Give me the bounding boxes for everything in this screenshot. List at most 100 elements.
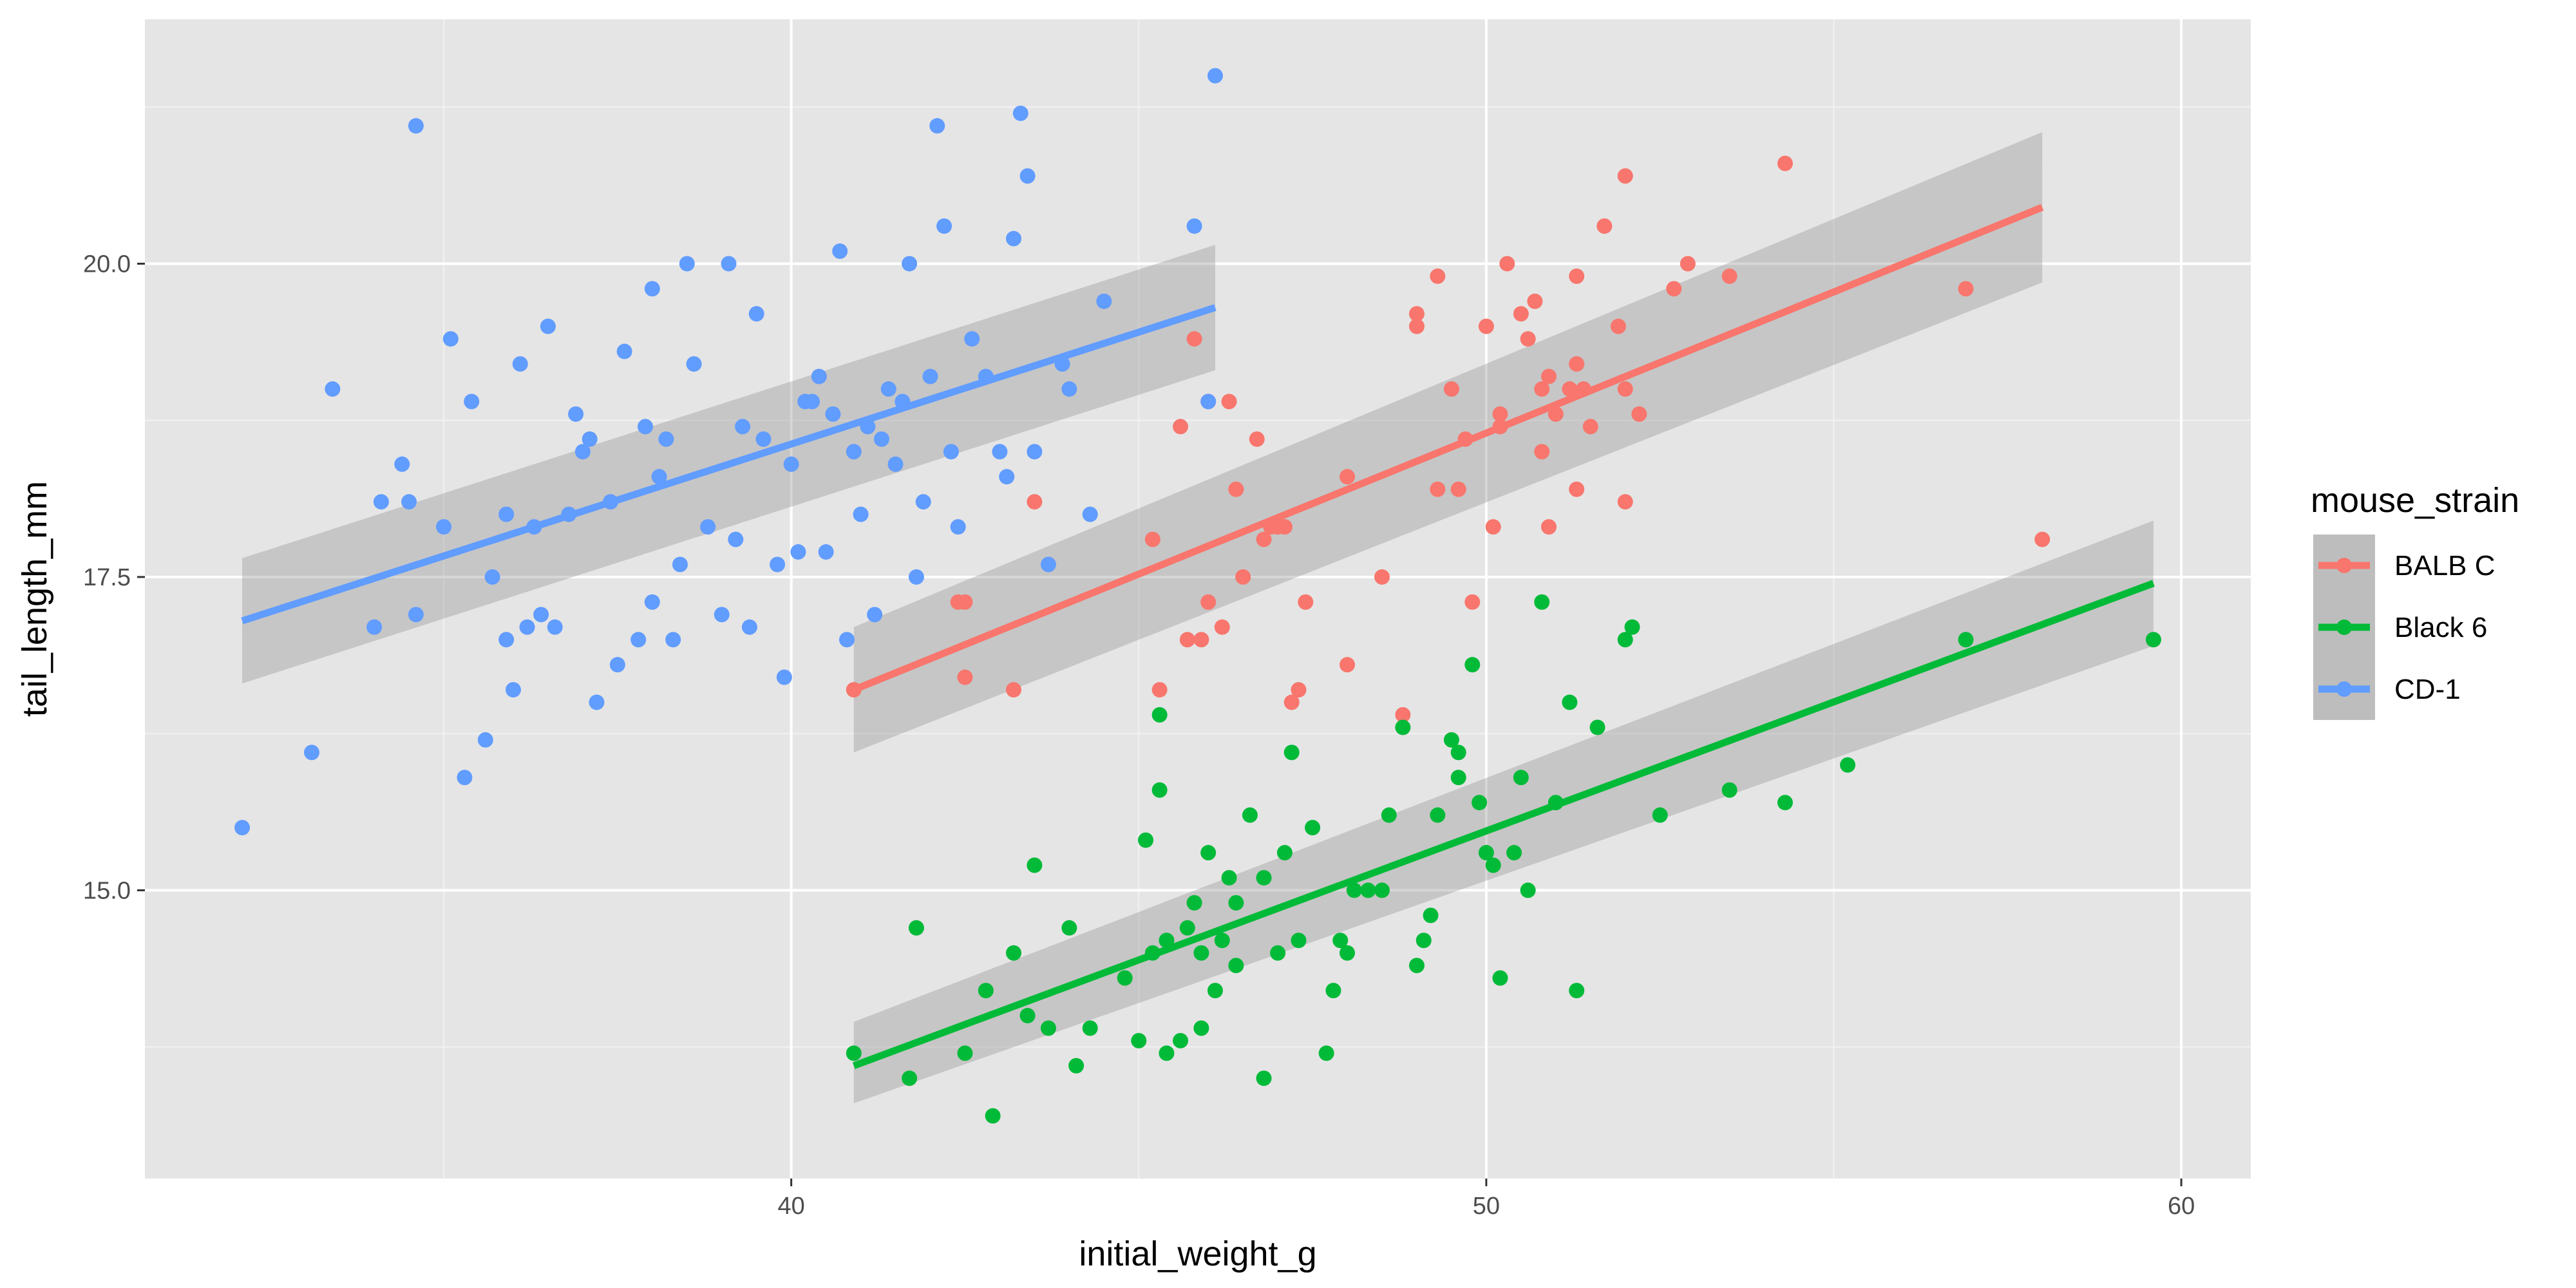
data-point xyxy=(1958,632,1974,648)
legend-label: BALB C xyxy=(2394,550,2496,582)
data-point xyxy=(1006,682,1022,698)
grid-layer xyxy=(145,19,2251,1179)
data-point xyxy=(1068,1057,1084,1074)
data-point xyxy=(644,281,660,297)
data-point xyxy=(464,393,480,410)
y-tick-label: 17.5 xyxy=(83,564,131,591)
data-point xyxy=(867,607,883,623)
data-point xyxy=(408,607,424,623)
data-point xyxy=(839,632,855,648)
data-point xyxy=(1423,907,1439,923)
x-tick-label: 60 xyxy=(2168,1193,2195,1220)
data-point xyxy=(1061,920,1077,936)
data-point xyxy=(484,569,500,585)
data-point xyxy=(1256,531,1272,547)
data-point xyxy=(1027,857,1043,873)
data-point xyxy=(1249,431,1265,447)
data-point xyxy=(498,632,515,648)
data-point xyxy=(658,431,674,447)
data-point xyxy=(436,519,452,535)
panel-background xyxy=(145,19,2251,1179)
data-point xyxy=(1450,770,1466,786)
data-point xyxy=(1617,381,1633,397)
data-point xyxy=(1499,256,1515,272)
data-point xyxy=(568,406,584,422)
data-point xyxy=(880,381,896,397)
data-point xyxy=(1332,933,1349,949)
data-point xyxy=(714,607,730,623)
y-tick-label: 20.0 xyxy=(83,251,131,278)
data-point xyxy=(1395,707,1411,723)
confidence-band xyxy=(853,520,2154,1104)
data-point xyxy=(679,256,695,272)
confidence-band xyxy=(853,132,2043,753)
data-point xyxy=(1027,444,1043,460)
data-point xyxy=(1221,869,1237,886)
data-point xyxy=(1443,381,1459,397)
data-point xyxy=(1318,1045,1334,1061)
data-point xyxy=(589,694,605,710)
data-point xyxy=(1464,657,1481,673)
data-point xyxy=(1138,832,1154,848)
data-point xyxy=(728,531,744,547)
legend-key-point xyxy=(2336,558,2352,573)
data-point xyxy=(1430,268,1446,284)
data-point xyxy=(1151,682,1168,698)
data-point xyxy=(1006,231,1022,247)
data-point xyxy=(1006,945,1022,961)
data-point xyxy=(505,682,521,698)
data-point xyxy=(721,256,737,272)
data-point xyxy=(915,494,931,510)
data-point xyxy=(325,381,341,397)
data-point xyxy=(748,306,764,322)
data-point xyxy=(950,519,966,535)
data-point xyxy=(1179,632,1195,648)
data-point xyxy=(1617,632,1633,648)
data-point xyxy=(1395,719,1411,735)
data-point xyxy=(1193,632,1209,648)
legend: mouse_strain BALB C Black 6 CD-1 xyxy=(2311,481,2519,720)
data-point xyxy=(1562,381,1578,397)
data-point xyxy=(401,494,417,510)
data-point xyxy=(1569,983,1585,999)
data-point xyxy=(1200,594,1217,610)
data-point xyxy=(672,556,688,573)
data-point xyxy=(1283,694,1300,710)
data-point xyxy=(1485,857,1501,873)
data-point xyxy=(644,594,660,610)
data-point xyxy=(846,1045,862,1061)
legend-title: mouse_strain xyxy=(2311,481,2519,520)
data-point xyxy=(1617,494,1633,510)
data-point xyxy=(853,506,869,522)
data-point xyxy=(790,544,806,560)
data-point xyxy=(1270,945,1286,961)
data-point xyxy=(1096,293,1112,309)
data-point xyxy=(1464,594,1481,610)
data-point xyxy=(832,243,848,259)
data-point xyxy=(902,256,918,272)
legend-label: Black 6 xyxy=(2394,612,2487,643)
x-tick-label: 40 xyxy=(778,1193,805,1220)
data-point xyxy=(1082,506,1098,522)
data-point xyxy=(1680,256,1696,272)
data-point xyxy=(776,669,792,685)
data-point xyxy=(1159,1045,1175,1061)
data-point xyxy=(1569,481,1585,497)
data-point xyxy=(783,456,799,472)
data-point xyxy=(1492,406,1508,422)
data-point xyxy=(1610,318,1626,334)
x-axis-title: initial_weight_g xyxy=(1079,1235,1316,1273)
data-point xyxy=(533,607,549,623)
data-point xyxy=(1200,393,1217,410)
data-point xyxy=(1151,782,1168,798)
data-point xyxy=(1242,807,1258,823)
legend-label: CD-1 xyxy=(2394,674,2461,705)
data-point xyxy=(1228,895,1244,911)
data-point xyxy=(1631,406,1647,422)
data-point xyxy=(1193,1020,1209,1036)
data-point xyxy=(992,444,1008,460)
data-point xyxy=(1548,406,1564,422)
data-point xyxy=(1534,594,1550,610)
data-point xyxy=(1040,1020,1056,1036)
data-point xyxy=(818,544,834,560)
